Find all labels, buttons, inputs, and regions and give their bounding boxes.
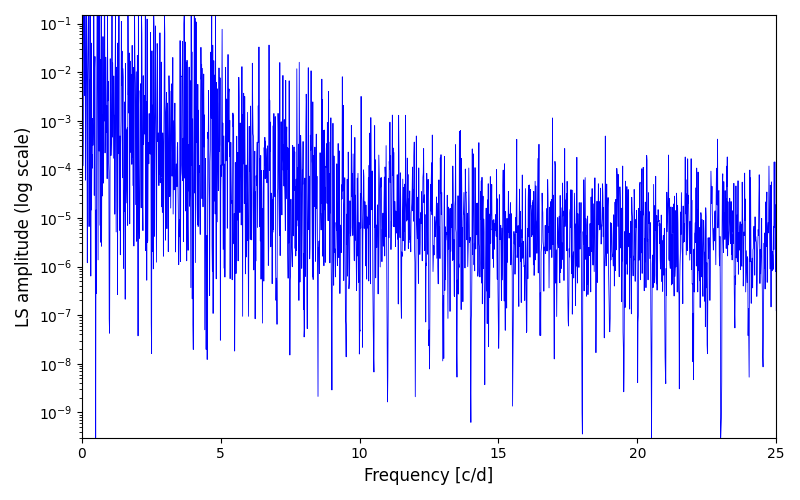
X-axis label: Frequency [c/d]: Frequency [c/d]	[364, 467, 494, 485]
Y-axis label: LS amplitude (log scale): LS amplitude (log scale)	[15, 126, 33, 326]
